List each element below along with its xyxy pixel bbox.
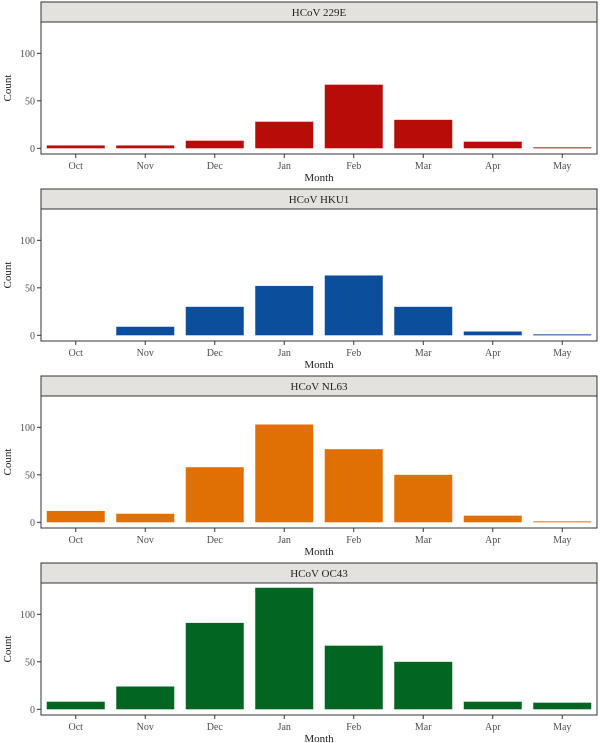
bar-feb	[324, 84, 383, 149]
x-tick-label: May	[553, 348, 571, 359]
facet-hcov-nl63: HCoV NL63 0 50 100 Oct Nov Dec Jan Feb Mar Apr May M…	[2, 375, 598, 558]
x-tick-label: Nov	[137, 722, 154, 733]
x-axis-title: Month	[304, 172, 334, 184]
bar-feb	[324, 645, 383, 710]
bar-mar	[394, 474, 453, 523]
x-tick-label: Dec	[207, 348, 224, 359]
y-tick-label: 0	[30, 705, 35, 716]
x-tick-label: Nov	[137, 348, 154, 359]
x-axis-title: Month	[304, 546, 334, 558]
facet-title: HCoV 229E	[292, 7, 347, 19]
bar-apr	[463, 701, 522, 710]
x-tick-label: Apr	[485, 348, 501, 359]
bar-oct	[46, 701, 105, 710]
x-tick-label: Feb	[346, 161, 361, 172]
y-axis-title: Count	[2, 449, 14, 476]
y-tick-label: 50	[25, 657, 35, 668]
y-tick-label: 50	[25, 96, 35, 107]
facet-title: HCoV NL63	[291, 381, 348, 393]
bar-dec	[185, 622, 244, 710]
x-tick-label: Apr	[485, 722, 501, 733]
x-tick-label: Oct	[69, 722, 84, 733]
x-tick-label: Mar	[415, 161, 432, 172]
x-tick-label: May	[553, 722, 571, 733]
bar-jan	[255, 424, 314, 523]
bar-dec	[185, 306, 244, 336]
x-tick-label: Oct	[69, 161, 84, 172]
bar-jan	[255, 285, 314, 336]
x-tick-label: Jan	[278, 161, 291, 172]
bar-oct	[46, 510, 105, 523]
bar-feb	[324, 275, 383, 336]
y-tick-label: 0	[30, 331, 35, 342]
x-axis-title: Month	[304, 359, 334, 371]
x-tick-label: Dec	[207, 535, 224, 546]
x-tick-label: Oct	[69, 535, 84, 546]
bar-may	[533, 334, 592, 336]
plot-panel	[40, 21, 598, 155]
x-tick-label: Apr	[485, 535, 501, 546]
y-tick-label: 100	[20, 236, 35, 247]
bar-apr	[463, 331, 522, 336]
plot-panel	[40, 208, 598, 342]
x-tick-label: Jan	[278, 535, 291, 546]
x-tick-label: Nov	[137, 535, 154, 546]
x-tick-label: May	[553, 535, 571, 546]
bar-mar	[394, 119, 453, 149]
plot-panel	[40, 395, 598, 529]
x-tick-label: Dec	[207, 161, 224, 172]
bar-jan	[255, 121, 314, 149]
bar-mar	[394, 306, 453, 336]
y-tick-label: 50	[25, 470, 35, 481]
bar-jan	[255, 587, 314, 710]
bar-nov	[116, 686, 175, 710]
y-axis-title: Count	[2, 636, 14, 663]
bar-dec	[185, 467, 244, 523]
x-axis-title: Month	[304, 733, 334, 743]
x-tick-label: Oct	[69, 348, 84, 359]
x-tick-label: May	[553, 161, 571, 172]
facet-hcov-hku1: HCoV HKU1 0 50 100 Oct Nov Dec Jan Feb Mar Apr May M…	[2, 188, 598, 371]
bar-dec	[185, 140, 244, 149]
bar-nov	[116, 513, 175, 523]
x-tick-label: Feb	[346, 535, 361, 546]
x-tick-label: Feb	[346, 348, 361, 359]
y-tick-label: 50	[25, 283, 35, 294]
y-tick-label: 100	[20, 423, 35, 434]
bar-may	[533, 702, 592, 710]
bar-mar	[394, 661, 453, 710]
bar-nov	[116, 326, 175, 336]
x-tick-label: Mar	[415, 348, 432, 359]
facet-title: HCoV HKU1	[289, 194, 350, 206]
bar-may	[533, 521, 592, 523]
x-tick-label: Apr	[485, 161, 501, 172]
bar-nov	[116, 145, 175, 149]
x-tick-label: Mar	[415, 535, 432, 546]
x-tick-label: Jan	[278, 722, 291, 733]
x-tick-label: Jan	[278, 348, 291, 359]
facet-title: HCoV OC43	[290, 568, 348, 580]
bar-feb	[324, 449, 383, 523]
x-tick-label: Mar	[415, 722, 432, 733]
bar-apr	[463, 515, 522, 523]
y-tick-label: 100	[20, 49, 35, 60]
bar-oct	[46, 145, 105, 149]
y-axis-title: Count	[2, 262, 14, 289]
x-tick-label: Dec	[207, 722, 224, 733]
facet-hcov-oc43: HCoV OC43 0 50 100 Oct Nov Dec Jan Feb Mar Apr May M…	[2, 562, 598, 743]
y-axis-title: Count	[2, 75, 14, 102]
bar-apr	[463, 141, 522, 149]
y-tick-label: 100	[20, 610, 35, 621]
y-tick-label: 0	[30, 144, 35, 155]
facet-hcov-229e: HCoV 229E 0 50 100 Oct Nov Dec Jan Feb Mar Apr May M…	[2, 1, 598, 184]
x-tick-label: Nov	[137, 161, 154, 172]
bar-may	[533, 147, 592, 149]
y-tick-label: 0	[30, 518, 35, 529]
x-tick-label: Feb	[346, 722, 361, 733]
